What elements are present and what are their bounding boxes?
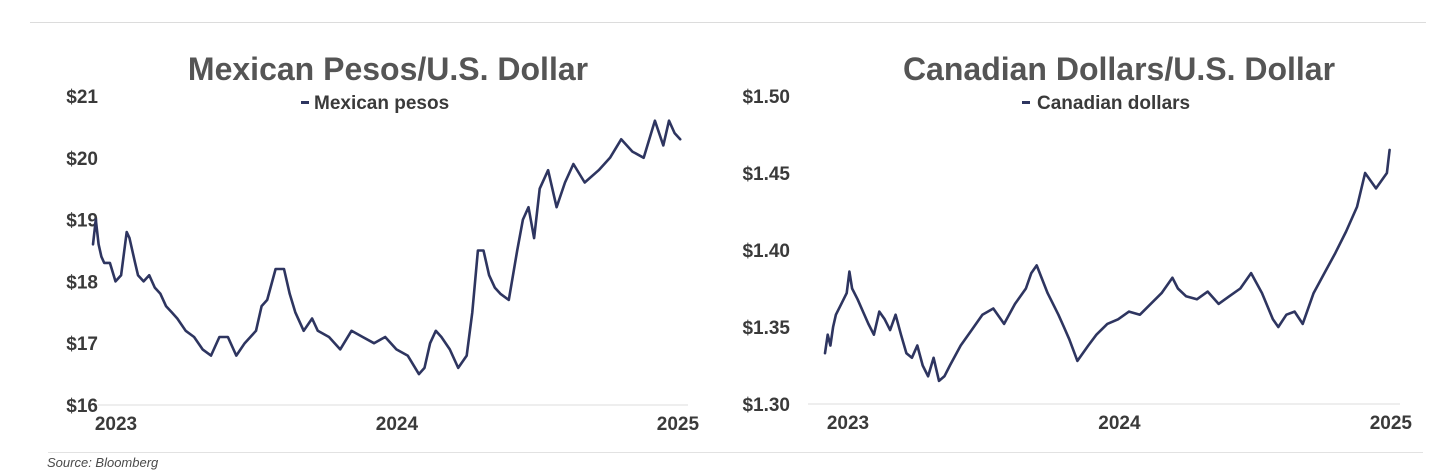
bottom-divider [48,452,1423,453]
legend-label: Canadian dollars [1037,93,1190,114]
y-axis: $1.50 $1.45 $1.40 $1.35 $1.30 [742,87,790,416]
x-axis: 2023 2024 2025 [827,413,1413,434]
plot-area [91,119,682,376]
series-line [91,119,682,376]
y-axis: $21 $20 $19 $18 $17 $16 [66,87,98,417]
y-tick-label: $18 [66,272,98,293]
y-tick-label: $20 [66,149,98,170]
y-tick-label: $1.40 [742,241,790,262]
x-tick-label: 2025 [657,414,700,435]
legend-label: Mexican pesos [314,93,449,114]
legend-swatch [301,101,309,104]
plot-area [823,148,1391,383]
y-tick-label: $1.45 [742,164,790,185]
y-tick-label: $1.50 [742,87,790,108]
source-note: Source: Bloomberg [47,455,159,470]
chart-canadian-dollars: Canadian Dollars/U.S. Dollar Canadian do… [742,51,1413,434]
y-tick-label: $19 [66,211,98,232]
x-tick-label: 2025 [1370,413,1413,434]
x-axis: 2023 2024 2025 [95,414,700,435]
chart-title: Mexican Pesos/U.S. Dollar [188,51,588,87]
x-tick-label: 2023 [827,413,869,434]
chart-mexican-pesos: Mexican Pesos/U.S. Dollar Mexican pesos … [66,51,700,435]
series-line [823,148,1391,383]
legend: Mexican pesos [301,93,449,114]
y-tick-label: $16 [66,396,98,417]
y-tick-label: $21 [66,87,98,108]
legend: Canadian dollars [1022,93,1190,114]
y-tick-label: $1.35 [742,318,790,339]
x-tick-label: 2023 [95,414,137,435]
y-tick-label: $17 [66,334,98,355]
x-tick-label: 2024 [376,414,419,435]
chart-title: Canadian Dollars/U.S. Dollar [903,51,1335,87]
legend-swatch [1022,101,1030,104]
x-tick-label: 2024 [1098,413,1141,434]
y-tick-label: $1.30 [742,395,790,416]
top-divider [30,22,1426,23]
